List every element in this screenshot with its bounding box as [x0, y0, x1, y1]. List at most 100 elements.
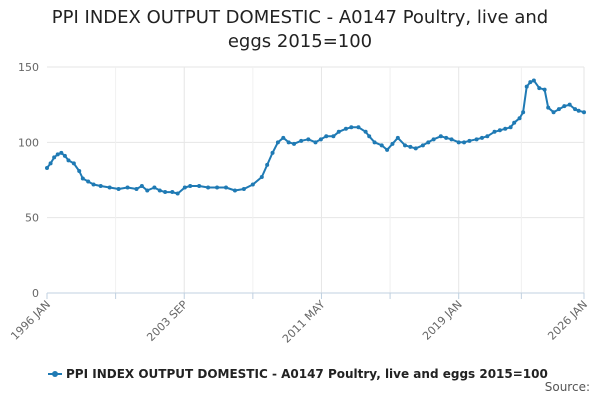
- data-point[interactable]: [152, 185, 157, 190]
- data-point[interactable]: [438, 134, 443, 139]
- data-point[interactable]: [546, 105, 551, 110]
- data-point[interactable]: [206, 185, 211, 190]
- data-point[interactable]: [116, 187, 121, 192]
- data-point[interactable]: [512, 120, 517, 125]
- y-tick-label: 150: [18, 61, 39, 74]
- series-line[interactable]: [46, 79, 585, 195]
- data-point[interactable]: [551, 110, 556, 115]
- data-point[interactable]: [59, 150, 64, 155]
- data-point[interactable]: [431, 137, 436, 142]
- data-point[interactable]: [250, 182, 255, 187]
- data-point[interactable]: [275, 140, 280, 145]
- data-point[interactable]: [163, 190, 168, 195]
- data-point[interactable]: [91, 182, 96, 187]
- data-point[interactable]: [270, 150, 275, 155]
- data-point[interactable]: [62, 153, 67, 158]
- data-point[interactable]: [98, 184, 103, 189]
- data-point[interactable]: [45, 165, 49, 170]
- data-point[interactable]: [259, 174, 264, 179]
- data-point[interactable]: [71, 161, 76, 166]
- data-point[interactable]: [420, 143, 425, 148]
- data-point[interactable]: [474, 137, 479, 142]
- data-point[interactable]: [363, 129, 368, 134]
- data-point[interactable]: [492, 129, 497, 134]
- data-point[interactable]: [241, 187, 246, 192]
- data-point[interactable]: [349, 125, 354, 130]
- data-point[interactable]: [331, 134, 336, 139]
- data-point[interactable]: [343, 126, 348, 131]
- data-point[interactable]: [403, 143, 407, 148]
- data-point[interactable]: [567, 102, 572, 107]
- data-point[interactable]: [537, 86, 542, 91]
- data-point[interactable]: [444, 135, 449, 140]
- data-point[interactable]: [390, 141, 395, 146]
- data-point[interactable]: [175, 191, 180, 196]
- data-point[interactable]: [528, 80, 533, 85]
- chart-title-line-2: eggs 2015=100: [227, 31, 373, 52]
- legend[interactable]: PPI INDEX OUTPUT DOMESTIC - A0147 Poultr…: [48, 367, 548, 381]
- data-point[interactable]: [562, 104, 567, 109]
- data-point[interactable]: [52, 155, 57, 160]
- data-point[interactable]: [395, 135, 400, 140]
- data-point[interactable]: [224, 185, 228, 190]
- data-point[interactable]: [139, 184, 144, 189]
- data-point[interactable]: [524, 84, 529, 89]
- data-point[interactable]: [232, 188, 237, 193]
- data-point[interactable]: [145, 188, 150, 193]
- data-point[interactable]: [542, 87, 547, 92]
- data-point[interactable]: [188, 184, 193, 189]
- data-point[interactable]: [66, 158, 71, 163]
- data-point[interactable]: [170, 190, 175, 195]
- legend-label: PPI INDEX OUTPUT DOMESTIC - A0147 Poultr…: [66, 367, 548, 381]
- data-point[interactable]: [485, 134, 490, 139]
- data-point[interactable]: [215, 185, 220, 190]
- data-point[interactable]: [385, 147, 390, 152]
- data-point[interactable]: [77, 168, 82, 173]
- data-point[interactable]: [449, 137, 454, 142]
- data-point[interactable]: [573, 107, 578, 112]
- data-point[interactable]: [48, 161, 53, 166]
- data-point[interactable]: [467, 138, 472, 143]
- data-point[interactable]: [582, 110, 586, 115]
- data-point[interactable]: [531, 78, 536, 83]
- data-point[interactable]: [356, 125, 361, 130]
- data-point[interactable]: [265, 162, 270, 167]
- data-point[interactable]: [299, 138, 304, 143]
- source-label: Source:: [544, 380, 590, 394]
- data-point[interactable]: [521, 110, 526, 115]
- data-point[interactable]: [497, 128, 502, 133]
- data-point[interactable]: [318, 137, 323, 142]
- data-point[interactable]: [197, 184, 202, 189]
- data-point[interactable]: [336, 129, 341, 134]
- data-point[interactable]: [182, 185, 187, 190]
- data-point[interactable]: [379, 143, 384, 148]
- data-point[interactable]: [408, 144, 413, 149]
- data-point[interactable]: [107, 185, 112, 190]
- data-point[interactable]: [86, 179, 91, 184]
- data-point[interactable]: [503, 126, 508, 131]
- data-point[interactable]: [462, 140, 467, 145]
- data-point[interactable]: [367, 134, 372, 139]
- data-point[interactable]: [456, 140, 461, 145]
- data-point[interactable]: [80, 176, 85, 181]
- x-tick-label: 2019 JAN: [420, 298, 465, 343]
- data-point[interactable]: [281, 135, 286, 140]
- data-point[interactable]: [372, 140, 377, 145]
- data-point[interactable]: [306, 137, 311, 142]
- data-point[interactable]: [55, 152, 60, 157]
- data-point[interactable]: [134, 187, 139, 192]
- data-point[interactable]: [556, 107, 561, 112]
- data-point[interactable]: [508, 125, 513, 130]
- data-point[interactable]: [426, 140, 431, 145]
- data-point[interactable]: [157, 188, 162, 193]
- data-point[interactable]: [479, 135, 484, 140]
- data-point[interactable]: [324, 134, 329, 139]
- data-point[interactable]: [292, 141, 297, 146]
- data-point[interactable]: [517, 116, 522, 121]
- data-point[interactable]: [286, 140, 291, 145]
- data-point[interactable]: [125, 185, 130, 190]
- data-point[interactable]: [313, 140, 318, 145]
- data-point[interactable]: [413, 146, 418, 151]
- data-point[interactable]: [576, 108, 581, 113]
